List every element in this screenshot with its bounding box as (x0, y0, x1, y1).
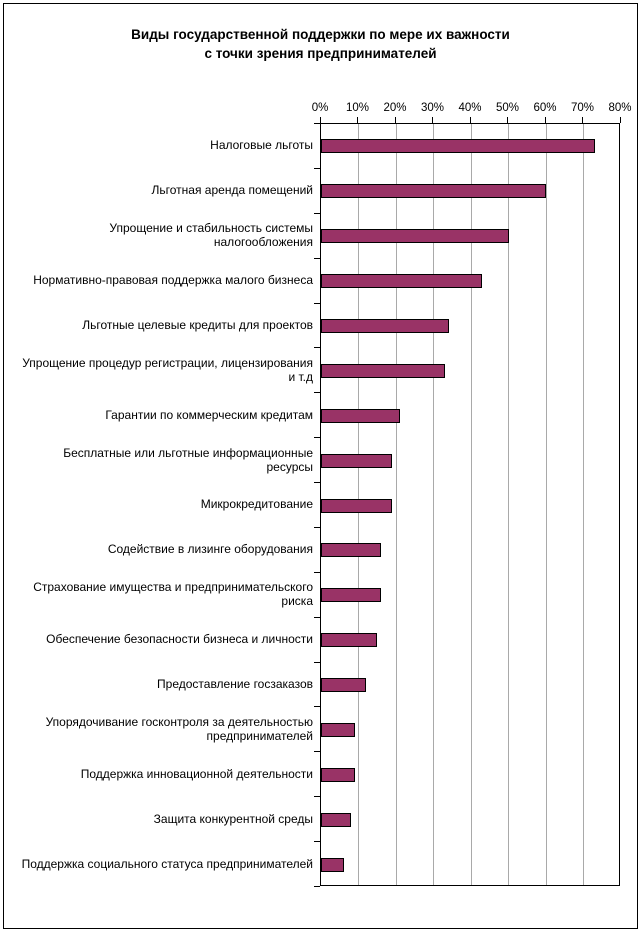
category-label: Упрощение процедур регистрации, лицензир… (22, 355, 313, 384)
y-axis-tick-mark (314, 481, 320, 483)
y-axis-tick-mark (314, 526, 320, 528)
category-label: Упорядочивание госконтроля за деятельнос… (45, 714, 313, 743)
bar (321, 812, 351, 827)
bar (321, 184, 546, 199)
category-label: Гарантии по коммерческим кредитам (105, 407, 313, 422)
bar (321, 722, 355, 737)
category-label: Бесплатные или льготные информационные р… (63, 445, 313, 474)
x-axis-tick-label: 70% (570, 102, 595, 114)
y-axis-tick-mark (314, 571, 320, 573)
category-label: Обеспечение безопасности бизнеса и лично… (46, 632, 313, 647)
y-axis-tick-mark (314, 167, 320, 169)
chart-outer-border (3, 3, 638, 929)
bar (321, 318, 449, 333)
bar (321, 588, 381, 603)
x-axis-tick-label: 30% (420, 102, 445, 114)
category-label: Льготные целевые кредиты для проектов (82, 317, 313, 332)
bar (321, 633, 378, 648)
y-axis-tick-mark (314, 661, 320, 663)
category-label: Содействие в лизинге оборудования (107, 542, 313, 557)
y-axis-tick-mark (314, 257, 320, 259)
y-axis-tick-mark (314, 840, 320, 842)
x-axis-tick-label: 60% (533, 102, 557, 114)
category-label: Упрощение и стабильность системы налогоо… (109, 221, 313, 250)
gridline (545, 124, 547, 885)
x-axis-tick-mark (469, 117, 471, 123)
chart-title-line2: с точки зрения предпринимателей (204, 46, 437, 61)
x-axis-tick-mark (357, 117, 358, 123)
x-axis-tick-mark (432, 117, 433, 123)
plot-area (320, 123, 620, 886)
x-axis-tick-mark (394, 117, 396, 123)
x-axis-tick-mark (619, 117, 621, 123)
category-label: Защита конкурентной среды (153, 811, 313, 826)
y-axis-tick-mark (314, 436, 320, 438)
x-axis-tick-label: 20% (383, 102, 407, 114)
chart-title: Виды государственной поддержки по мере и… (0, 25, 641, 63)
y-axis-tick-mark (314, 391, 320, 393)
bar (321, 857, 344, 872)
y-axis-tick-mark (314, 885, 320, 887)
x-axis-tick-mark (544, 117, 546, 123)
y-axis-tick-mark (314, 212, 320, 214)
gridline (583, 124, 584, 885)
bar (321, 139, 595, 154)
bar (321, 408, 400, 423)
y-axis-tick-mark (314, 616, 320, 618)
x-axis-tick-mark (582, 117, 583, 123)
category-label: Поддержка социального статуса предприним… (21, 856, 313, 871)
category-label: Льготная аренда помещений (151, 183, 313, 198)
category-label: Нормативно-правовая поддержка малого биз… (33, 273, 313, 288)
bar (321, 678, 366, 693)
y-axis-tick-mark (314, 346, 320, 348)
x-axis-tick-label: 50% (495, 102, 520, 114)
category-label: Микрокредитование (200, 497, 313, 512)
category-label: Страхование имущества и предпринимательс… (33, 580, 313, 609)
y-axis-tick-mark (314, 705, 320, 707)
bar (321, 453, 393, 468)
category-label: Предоставление госзаказов (157, 677, 313, 692)
x-axis-tick-label: 80% (608, 102, 632, 114)
x-axis-tick-mark (319, 117, 321, 123)
y-axis-tick-mark (314, 750, 320, 752)
bar (321, 274, 483, 289)
gridline (508, 124, 509, 885)
bar (321, 363, 445, 378)
bar (321, 498, 393, 513)
category-label: Налоговые льготы (210, 138, 313, 153)
y-axis-tick-mark (314, 302, 320, 304)
x-axis-tick-label: 10% (345, 102, 370, 114)
y-axis-tick-mark (314, 122, 320, 124)
gridline (395, 124, 397, 885)
x-axis-tick-label: 40% (458, 102, 482, 114)
y-axis-tick-mark (314, 795, 320, 797)
category-label: Поддержка инновационной деятельности (80, 766, 313, 781)
bar (321, 229, 509, 244)
bar (321, 767, 355, 782)
x-axis-tick-mark (507, 117, 508, 123)
gridline (470, 124, 472, 885)
bar (321, 543, 381, 558)
x-axis-tick-label: 0% (311, 102, 329, 114)
gridline (433, 124, 434, 885)
chart-title-line1: Виды государственной поддержки по мере и… (131, 27, 510, 42)
